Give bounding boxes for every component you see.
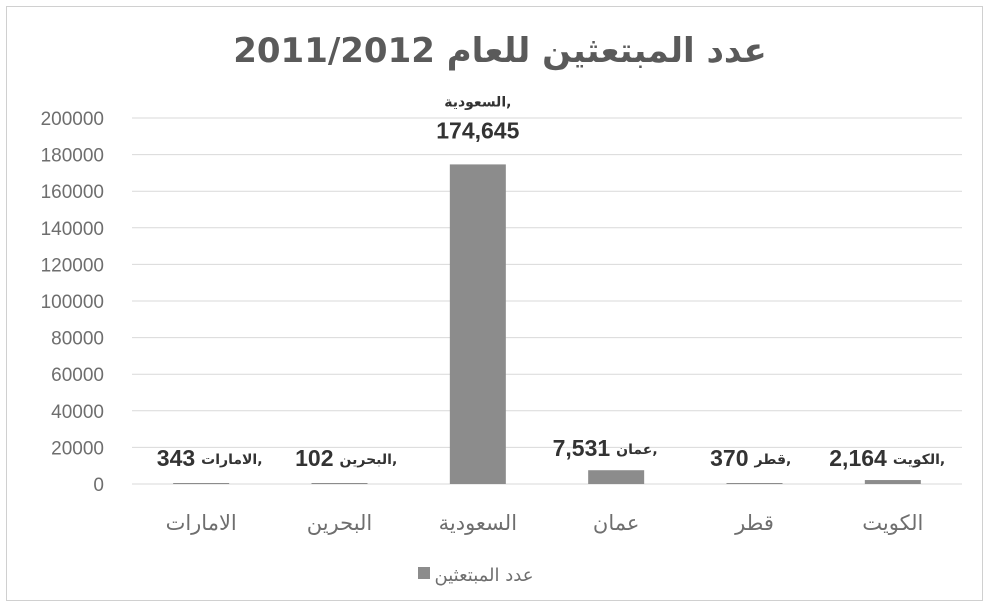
gridlines [132, 117, 962, 485]
y-axis-ticks: 0 20000 40000 60000 80000 100000 120000 140000 1… [41, 109, 104, 496]
data-label-category: عمان, [616, 442, 657, 458]
data-label-value: 2,164 [829, 445, 887, 471]
data-label: 7,531 عمان, [553, 435, 658, 461]
data-label: 102 البحرين, [295, 445, 397, 471]
x-tick-label: الامارات [166, 511, 237, 535]
y-tick-label: 140000 [41, 219, 104, 240]
x-tick-label: السعودية [439, 511, 517, 535]
x-tick-label: عمان [593, 511, 640, 535]
y-tick-label: 120000 [41, 255, 104, 276]
data-label-value: 370 [710, 445, 748, 471]
data-labels: 343 الامارات, 102 البحرين, السعودية, 174,645 7… [157, 94, 945, 471]
data-label-value: 7,531 [553, 435, 611, 461]
legend-swatch [418, 567, 430, 579]
bar [864, 480, 921, 484]
data-label: 343 الامارات, [157, 445, 263, 471]
chart-title: عدد المبتعثين للعام 2011/2012 [233, 31, 767, 71]
y-tick-label: 160000 [41, 182, 104, 203]
y-tick-label: 100000 [41, 292, 104, 313]
bars [173, 164, 921, 484]
data-label-category: السعودية, [444, 94, 511, 110]
data-label: 370 قطر, [710, 445, 791, 471]
x-tick-label: الكويت [862, 511, 923, 535]
y-tick-label: 20000 [51, 438, 104, 459]
bar [726, 483, 783, 484]
bar [449, 164, 506, 484]
bar [311, 483, 368, 484]
legend: عدد المبتعثين [418, 565, 533, 586]
y-tick-label: 200000 [41, 109, 104, 130]
bar [173, 483, 230, 484]
x-tick-label: البحرين [307, 511, 373, 535]
y-tick-label: 0 [93, 475, 104, 496]
bar [588, 470, 645, 484]
data-label-category: البحرين, [340, 452, 398, 468]
x-axis-ticks: الامارات البحرين السعودية عمان قطر الكويت [166, 511, 924, 535]
data-label-value: 343 [157, 445, 195, 471]
data-label-category: قطر, [754, 452, 792, 468]
data-label-category: الامارات, [201, 452, 262, 468]
x-tick-label: قطر [734, 511, 774, 535]
data-label-category: الكويت, [893, 452, 945, 468]
y-tick-label: 180000 [41, 146, 104, 167]
y-tick-label: 60000 [51, 365, 104, 386]
data-label: 2,164 الكويت, [829, 445, 945, 471]
y-tick-label: 80000 [51, 329, 104, 350]
data-label-value: 102 [295, 445, 333, 471]
legend-label: عدد المبتعثين [435, 565, 534, 586]
data-label-value: 174,645 [436, 117, 519, 143]
y-tick-label: 40000 [51, 402, 104, 423]
